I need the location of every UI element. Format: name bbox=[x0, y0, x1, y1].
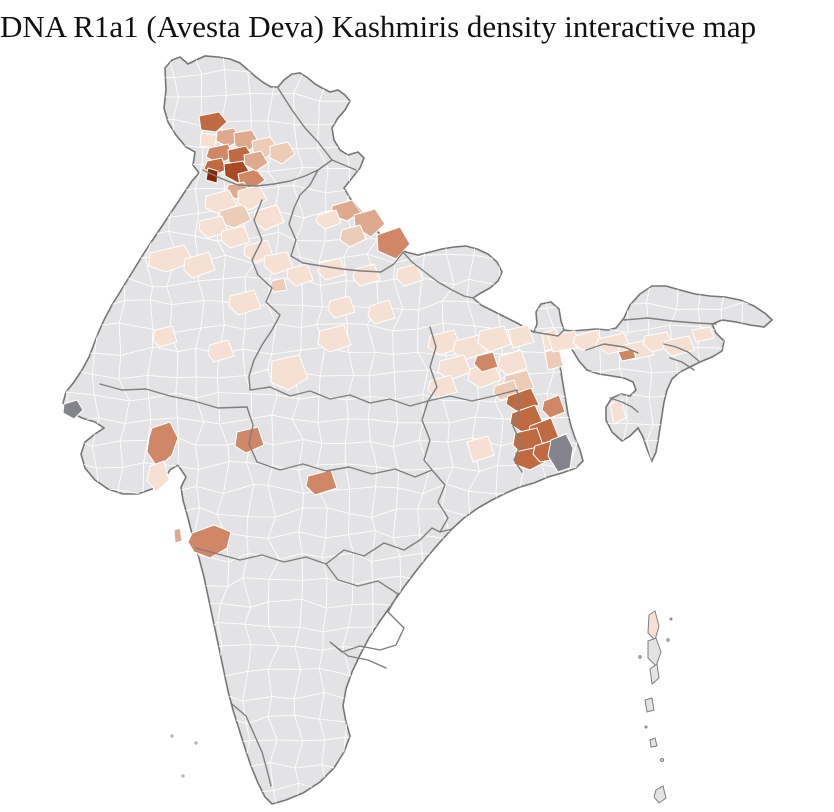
district[interactable] bbox=[647, 610, 660, 641]
sundarbans-area[interactable] bbox=[547, 433, 574, 473]
district[interactable] bbox=[647, 637, 662, 667]
district[interactable] bbox=[269, 141, 296, 165]
district[interactable] bbox=[220, 225, 251, 249]
district[interactable] bbox=[183, 251, 216, 279]
district[interactable] bbox=[173, 527, 183, 544]
islet bbox=[181, 774, 185, 778]
central-west-districts[interactable] bbox=[146, 421, 338, 559]
district[interactable] bbox=[228, 289, 262, 316]
district[interactable] bbox=[367, 299, 396, 325]
uttar-pradesh-districts[interactable] bbox=[270, 257, 424, 391]
district[interactable] bbox=[317, 324, 352, 353]
district[interactable] bbox=[270, 354, 309, 391]
district[interactable] bbox=[207, 339, 235, 363]
state-borders bbox=[99, 87, 717, 787]
district[interactable] bbox=[649, 737, 658, 748]
district[interactable] bbox=[427, 329, 462, 356]
district[interactable] bbox=[205, 167, 219, 184]
district[interactable] bbox=[199, 132, 218, 149]
islet bbox=[666, 638, 670, 642]
district[interactable] bbox=[395, 263, 424, 287]
islet bbox=[660, 758, 664, 762]
district[interactable] bbox=[327, 295, 356, 319]
district[interactable] bbox=[617, 348, 637, 362]
bihar-districts[interactable] bbox=[427, 324, 535, 399]
district[interactable] bbox=[649, 663, 660, 685]
district[interactable] bbox=[198, 215, 229, 239]
gray-wetland-areas[interactable] bbox=[62, 399, 574, 473]
district[interactable] bbox=[148, 244, 195, 273]
district[interactable] bbox=[691, 326, 715, 343]
district[interactable] bbox=[473, 351, 499, 373]
district[interactable] bbox=[541, 394, 566, 419]
district[interactable] bbox=[315, 209, 342, 230]
district[interactable] bbox=[317, 257, 347, 281]
islet bbox=[669, 617, 673, 621]
district[interactable] bbox=[263, 251, 294, 275]
district[interactable] bbox=[497, 349, 528, 376]
district[interactable] bbox=[152, 325, 178, 348]
andaman-nicobar-islands[interactable] bbox=[638, 610, 673, 804]
district[interactable] bbox=[352, 263, 381, 287]
odisha-districts[interactable] bbox=[466, 435, 495, 463]
district[interactable] bbox=[653, 785, 667, 804]
page-title: DNA R1a1 (Avesta Deva) Kashmiris density… bbox=[0, 9, 757, 44]
district[interactable] bbox=[507, 324, 535, 349]
islet bbox=[170, 734, 174, 738]
lakshadweep-islands bbox=[170, 734, 198, 778]
district[interactable] bbox=[477, 325, 512, 353]
district[interactable] bbox=[205, 143, 234, 165]
rann-of-kutch-area[interactable] bbox=[62, 399, 84, 420]
islet bbox=[644, 725, 648, 729]
district[interactable] bbox=[146, 421, 179, 469]
islet bbox=[638, 655, 642, 659]
rajasthan-districts[interactable] bbox=[148, 244, 262, 363]
district[interactable] bbox=[198, 111, 228, 133]
district[interactable] bbox=[243, 150, 269, 172]
district[interactable] bbox=[437, 354, 472, 381]
district[interactable] bbox=[286, 263, 314, 287]
district[interactable] bbox=[466, 435, 495, 463]
district[interactable] bbox=[187, 524, 232, 559]
district[interactable] bbox=[644, 697, 655, 713]
himachal-districts[interactable] bbox=[315, 199, 411, 260]
district[interactable] bbox=[339, 224, 367, 248]
district[interactable] bbox=[146, 460, 170, 493]
islet bbox=[194, 741, 198, 745]
